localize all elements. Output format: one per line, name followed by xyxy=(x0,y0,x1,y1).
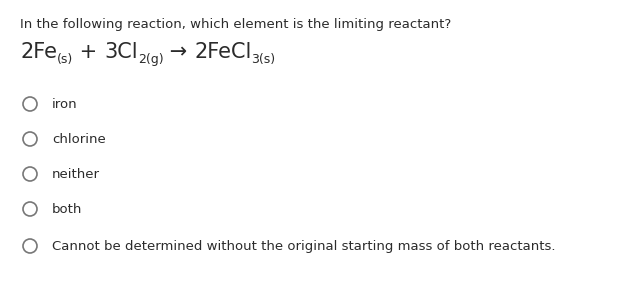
Text: 3Cl: 3Cl xyxy=(104,42,138,62)
Text: →: → xyxy=(163,42,194,62)
Text: neither: neither xyxy=(52,168,100,181)
Text: iron: iron xyxy=(52,98,78,111)
Text: chlorine: chlorine xyxy=(52,133,106,146)
Text: In the following reaction, which element is the limiting reactant?: In the following reaction, which element… xyxy=(20,18,451,31)
Text: 3(s): 3(s) xyxy=(252,53,275,66)
Text: (s): (s) xyxy=(57,53,73,66)
Text: 2FeCl: 2FeCl xyxy=(194,42,252,62)
Text: both: both xyxy=(52,203,82,216)
Text: 2(g): 2(g) xyxy=(138,53,163,66)
Text: 2Fe: 2Fe xyxy=(20,42,57,62)
Text: +: + xyxy=(73,42,104,62)
Text: Cannot be determined without the original starting mass of both reactants.: Cannot be determined without the origina… xyxy=(52,240,555,253)
